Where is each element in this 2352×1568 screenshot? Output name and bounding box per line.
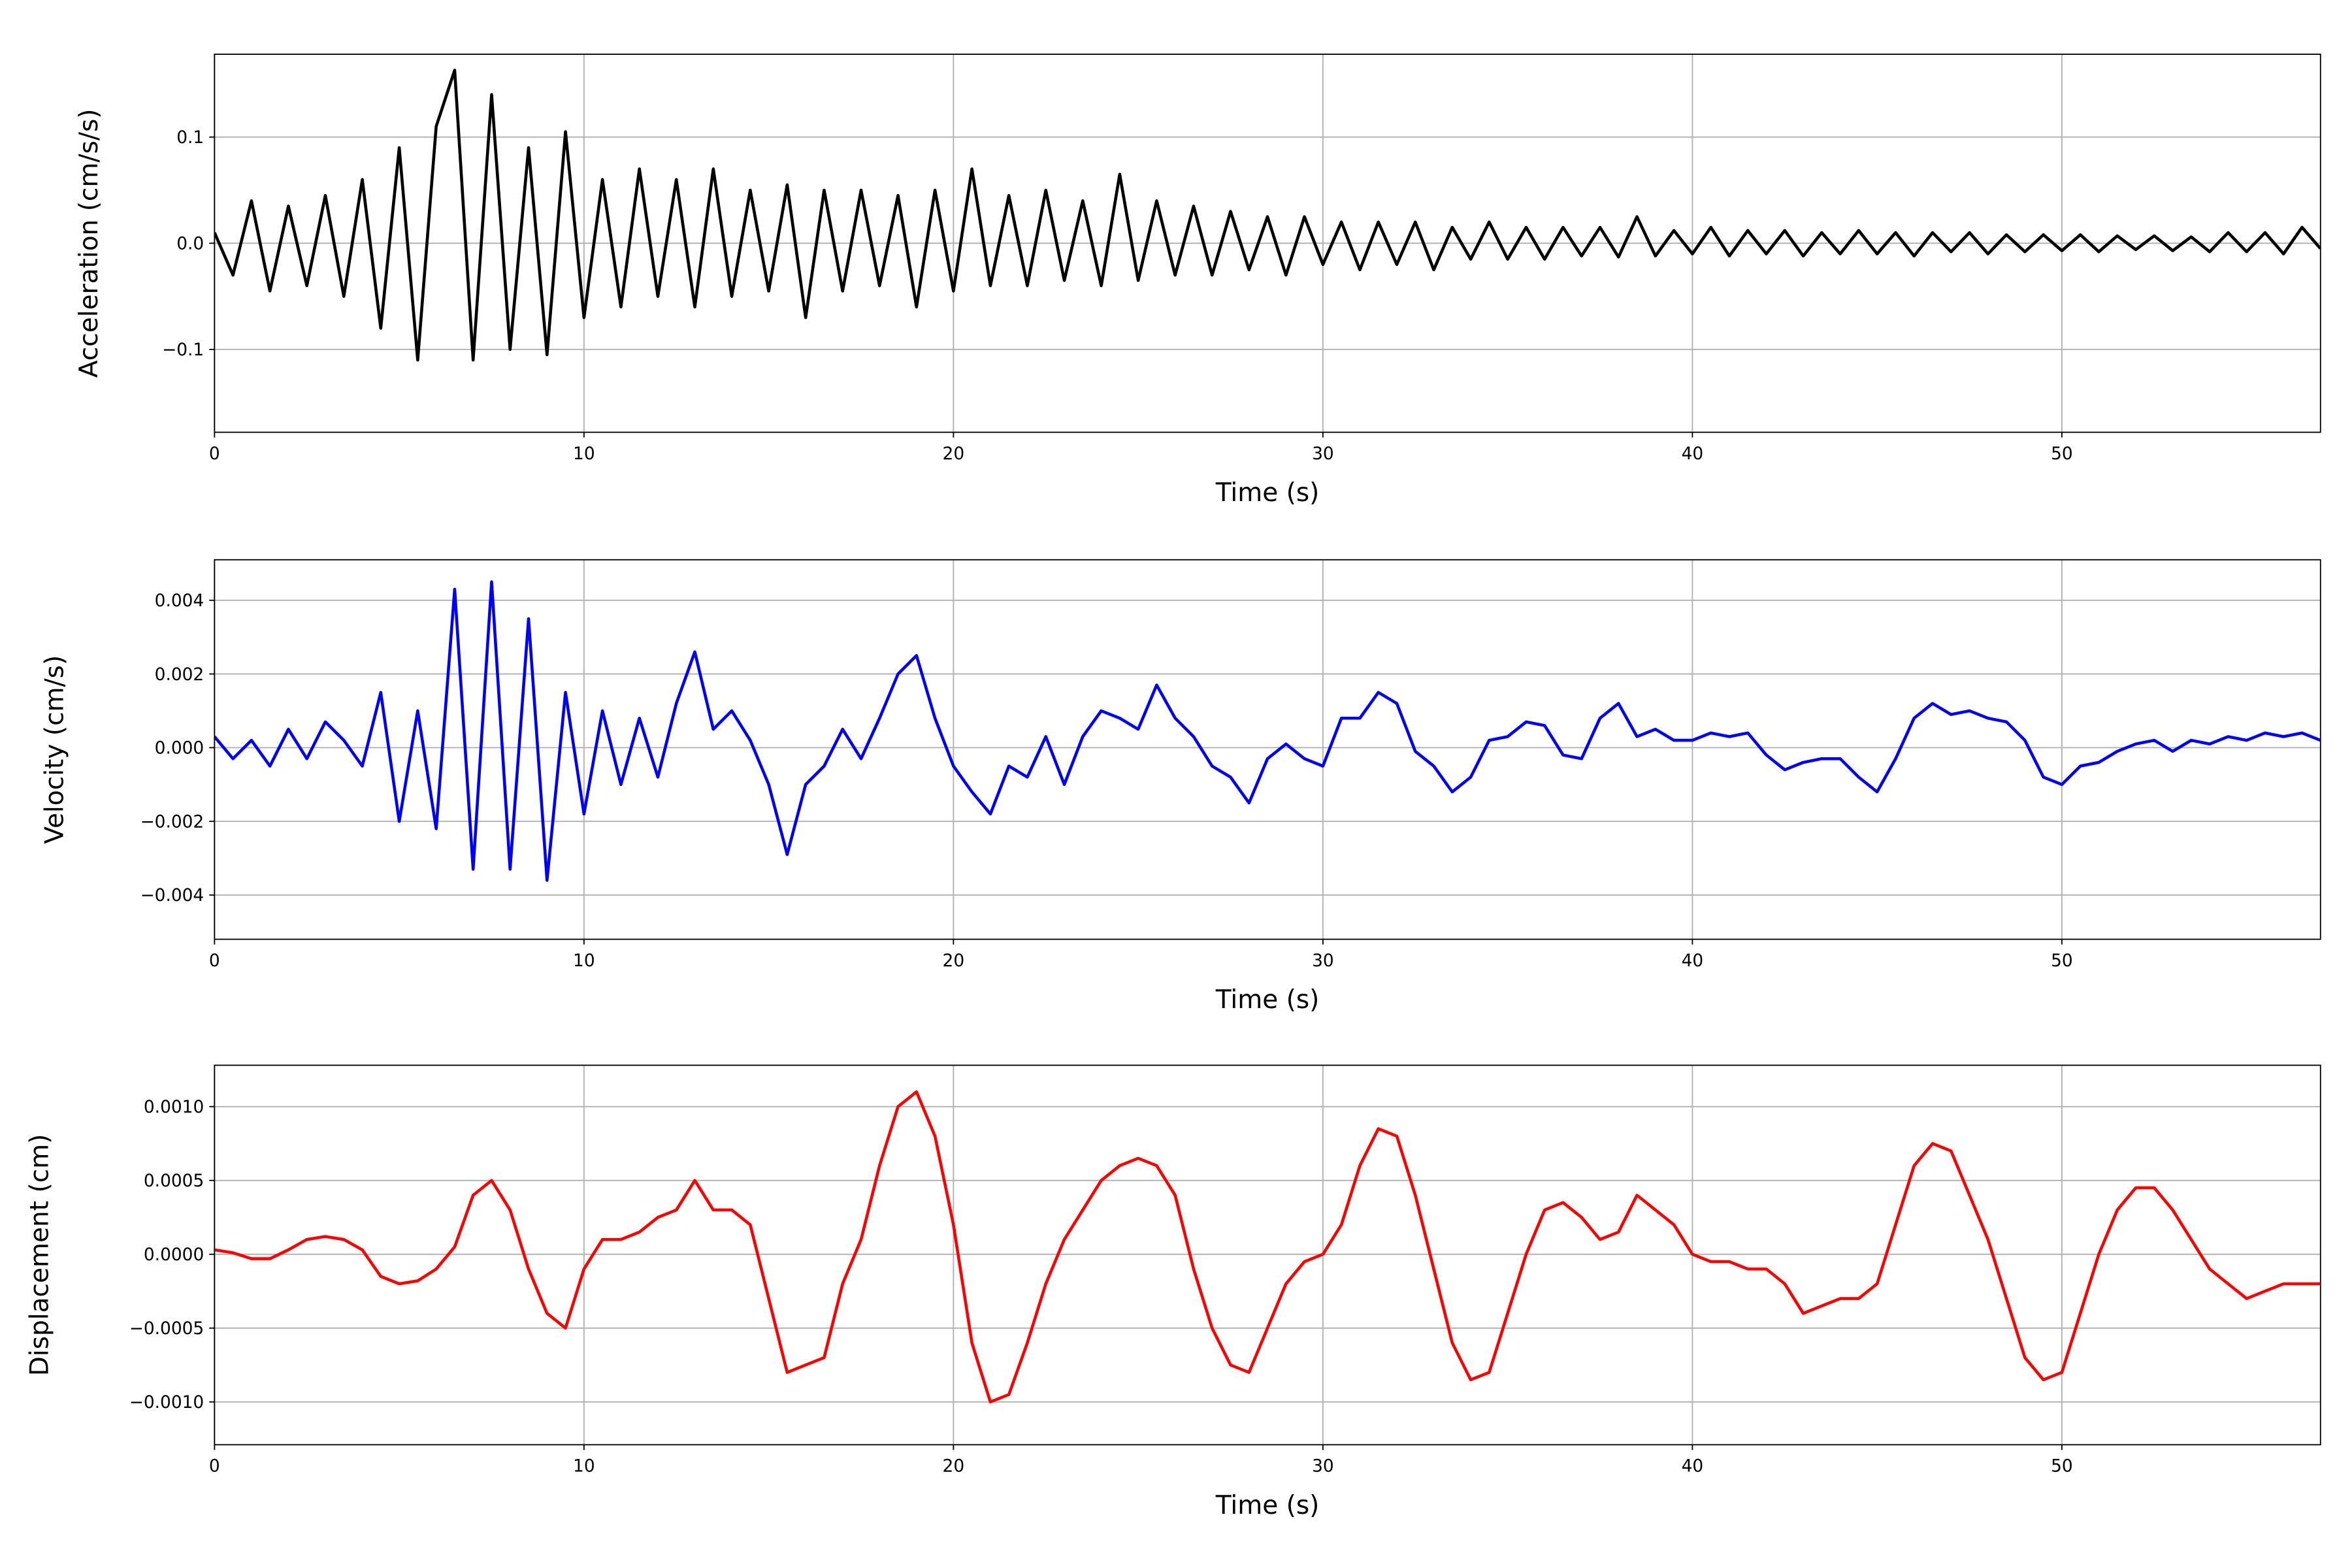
- plot-area: [214, 69, 2321, 362]
- y-tick-label: 0.1: [176, 127, 204, 148]
- y-tick-label: 0.004: [155, 591, 204, 611]
- y-tick-label: 0.0: [176, 234, 204, 254]
- y-tick-label: −0.0005: [129, 1318, 204, 1339]
- axes-frame: [214, 1064, 2321, 1446]
- plot-area: [214, 1090, 2321, 1404]
- axes-frame: [214, 54, 2321, 433]
- x-tick-label: 10: [573, 1456, 595, 1477]
- data-line: [214, 69, 2321, 362]
- x-tick-label: 50: [2051, 444, 2073, 464]
- plot-area: [214, 580, 2321, 882]
- y-tick-label: −0.004: [140, 885, 204, 906]
- x-axis-label: Time (s): [1215, 1491, 1320, 1520]
- y-tick-label: −0.1: [162, 340, 204, 360]
- y-tick-label: 0.0000: [144, 1245, 204, 1265]
- x-tick-label: 30: [1312, 951, 1334, 971]
- x-tick-label: 0: [209, 444, 220, 464]
- x-tick-label: 20: [943, 1456, 965, 1477]
- x-tick-label: 30: [1312, 1456, 1334, 1477]
- x-tick-label: 0: [209, 1456, 220, 1477]
- x-tick-label: 40: [1682, 444, 1704, 464]
- axes-frame: [214, 559, 2321, 940]
- y-tick-label: 0.0005: [144, 1171, 204, 1191]
- x-tick-label: 50: [2051, 1456, 2073, 1477]
- y-axis-label: Acceleration (cm/s/s): [74, 108, 104, 378]
- x-tick-label: 40: [1682, 1456, 1704, 1477]
- data-line: [214, 580, 2321, 882]
- x-tick-label: 20: [943, 444, 965, 464]
- y-axis-label: Displacement (cm): [25, 1134, 54, 1377]
- y-tick-label: 0.002: [155, 664, 204, 685]
- x-tick-label: 50: [2051, 951, 2073, 971]
- y-tick-label: −0.0010: [129, 1392, 204, 1413]
- x-tick-label: 10: [573, 444, 595, 464]
- y-tick-label: −0.002: [140, 811, 204, 832]
- y-axis-label: Velocity (cm/s): [40, 655, 69, 844]
- x-tick-label: 30: [1312, 444, 1334, 464]
- data-line: [214, 1090, 2321, 1404]
- x-tick-label: 40: [1682, 951, 1704, 971]
- y-tick-label: 0.000: [155, 738, 204, 759]
- x-tick-label: 10: [573, 951, 595, 971]
- x-tick-label: 20: [943, 951, 965, 971]
- y-tick-label: 0.0010: [144, 1097, 204, 1117]
- x-axis-label: Time (s): [1215, 478, 1320, 508]
- x-tick-label: 0: [209, 951, 220, 971]
- x-axis-label: Time (s): [1215, 985, 1320, 1015]
